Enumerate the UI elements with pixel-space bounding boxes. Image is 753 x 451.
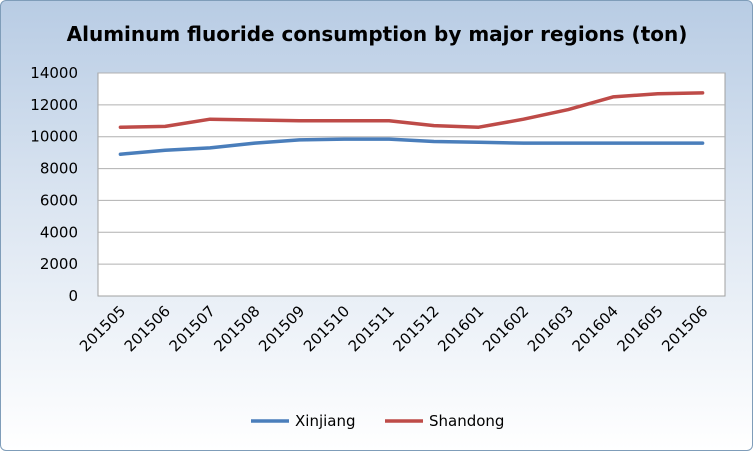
y-tick-label: 10000 bbox=[30, 128, 78, 146]
x-axis: 2015052015062015072015082015092015102015… bbox=[76, 302, 711, 355]
x-tick-label: 201604 bbox=[569, 302, 622, 355]
x-tick-label: 201512 bbox=[390, 302, 443, 355]
x-tick-label: 201511 bbox=[345, 302, 398, 355]
x-tick-label: 201505 bbox=[76, 302, 129, 355]
x-tick-label: 201603 bbox=[524, 302, 577, 355]
legend-label-shandong: Shandong bbox=[429, 412, 504, 430]
y-tick-label: 2000 bbox=[40, 255, 78, 273]
y-tick-label: 4000 bbox=[40, 223, 78, 241]
series-layer bbox=[118, 91, 705, 156]
x-tick-label: 201605 bbox=[613, 302, 666, 355]
plot-area bbox=[97, 72, 726, 297]
x-tick-label: 201506 bbox=[121, 302, 174, 355]
y-tick-label: 14000 bbox=[30, 64, 78, 82]
legend-label-xinjiang: Xinjiang bbox=[295, 412, 356, 430]
x-tick-label: 201506 bbox=[658, 302, 711, 355]
x-tick-label: 201509 bbox=[255, 302, 308, 355]
y-tick-label: 8000 bbox=[40, 160, 78, 178]
y-tick-label: 12000 bbox=[30, 96, 78, 114]
x-tick-label: 201602 bbox=[479, 302, 532, 355]
x-tick-label: 201510 bbox=[300, 302, 353, 355]
y-axis: 14000 12000 10000 8000 6000 4000 2000 0 bbox=[30, 64, 78, 305]
x-tick-label: 201508 bbox=[210, 302, 263, 355]
y-tick-label: 0 bbox=[68, 287, 78, 305]
series-line-xinjiang bbox=[118, 137, 705, 156]
series-line-shandong bbox=[118, 91, 705, 129]
legend: Xinjiang Shandong bbox=[251, 412, 504, 430]
y-tick-label: 6000 bbox=[40, 191, 78, 209]
gridlines bbox=[98, 72, 725, 265]
x-tick-label: 201507 bbox=[166, 302, 219, 355]
chart-title: Aluminum fluoride consumption by major r… bbox=[67, 22, 688, 46]
x-tick-label: 201601 bbox=[434, 302, 487, 355]
